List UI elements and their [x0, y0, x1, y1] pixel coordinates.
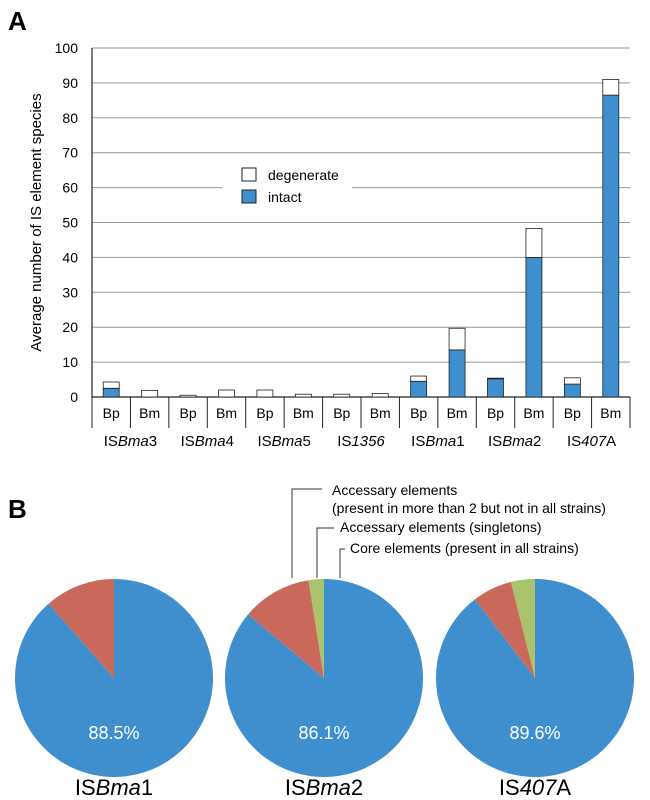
x-tick-label: Bm	[600, 405, 621, 421]
legend-swatch-intact	[241, 189, 257, 204]
x-group-label: ISBma2	[488, 433, 541, 450]
panel-a-label: A	[8, 6, 27, 36]
bar-intact	[410, 380, 428, 398]
pie-percent-label: 88.5%	[88, 723, 139, 743]
annotation-accessory-multi-line2: (present in more than 2 but not in all s…	[332, 500, 606, 516]
bar-degenerate	[218, 389, 235, 398]
leader-line-accessory-singletons	[316, 527, 334, 578]
pie-title: IS407A	[499, 775, 572, 800]
pie-percent-label: 89.6%	[509, 723, 560, 743]
pie-charts: 88.5% ISBma1 86.1% ISBma2 89.6% IS407A	[14, 579, 634, 800]
panel-b-label: B	[8, 494, 27, 524]
chart-legend: degenerate intact	[222, 167, 352, 221]
annotation-accessory-multi-line1: Accessary elements	[332, 482, 457, 498]
bar-degenerate	[410, 375, 428, 382]
x-tick-label: Bp	[410, 405, 427, 421]
x-tick-label: Bm	[139, 405, 160, 421]
bar-degenerate	[179, 394, 197, 398]
leader-line-accessory-multi	[291, 488, 322, 578]
annotation-accessory-singletons: Accessary elements (singletons)	[340, 519, 542, 535]
bar-intact	[448, 349, 466, 398]
legend-label-intact: intact	[268, 189, 302, 205]
bar-degenerate	[525, 228, 543, 258]
bar-intact	[525, 256, 543, 398]
y-tick-label: 30	[62, 284, 78, 300]
x-tick-label: Bp	[333, 405, 350, 421]
y-tick-label: 0	[70, 389, 78, 405]
bar-degenerate	[141, 389, 159, 398]
bar-degenerate	[333, 393, 351, 398]
pie-title: ISBma2	[285, 775, 363, 800]
x-tick-label: Bm	[523, 405, 544, 421]
x-tick-label: Bp	[487, 405, 504, 421]
pie-slice	[474, 581, 535, 678]
y-tick-label: 60	[62, 180, 78, 196]
annotation-core: Core elements (present in all strains)	[350, 540, 579, 556]
x-group-label: ISBma5	[257, 433, 310, 450]
pie-slice	[48, 579, 115, 678]
bar-degenerate	[102, 381, 120, 389]
pie-title: ISBma1	[75, 775, 153, 800]
pie-slice	[510, 579, 535, 678]
stacked-bar-chart: 0 10 20 30 40 50 60 70 80 90 100 Average number of …	[28, 40, 631, 450]
bar-degenerate	[256, 389, 274, 398]
legend-swatch-degenerate	[241, 167, 257, 182]
x-tick-label: Bp	[180, 405, 197, 421]
pie-slice	[224, 579, 423, 777]
y-tick-label: 80	[62, 110, 78, 126]
x-tick-label: Bm	[216, 405, 237, 421]
y-axis-label: Average number of IS element species	[28, 93, 45, 351]
bar-intact	[602, 94, 620, 398]
y-tick-label: 10	[62, 354, 78, 370]
bar-degenerate	[448, 327, 466, 351]
y-tick-label: 90	[62, 75, 78, 91]
pie-slice	[248, 580, 324, 678]
bar-intact	[487, 378, 504, 398]
bar-degenerate	[371, 393, 389, 398]
x-group-label: ISBma4	[181, 433, 234, 450]
x-tick-label: Bp	[564, 405, 581, 421]
bar-degenerate	[563, 377, 581, 385]
leader-line-core	[339, 548, 345, 578]
bar-intact	[563, 383, 581, 398]
pie-annotations: Accessary elements (present in more than…	[291, 482, 606, 578]
x-group-label: ISBma3	[104, 433, 157, 450]
y-tick-label: 40	[62, 249, 78, 265]
bar-degenerate	[602, 79, 620, 96]
y-tick-label: 70	[62, 145, 78, 161]
y-tick-label: 50	[62, 215, 78, 231]
bar-intact	[102, 387, 120, 398]
x-group-label: IS1356	[337, 433, 385, 450]
bar-degenerate	[294, 393, 312, 398]
x-tick-label: Bp	[256, 405, 273, 421]
y-tick-label: 20	[62, 319, 78, 335]
x-tick-label: Bm	[293, 405, 314, 421]
pie-slice	[308, 579, 324, 678]
pie-percent-label: 86.1%	[298, 723, 349, 743]
y-tick-label: 100	[55, 40, 79, 56]
pie-slice	[14, 579, 213, 777]
x-tick-label: Bm	[447, 405, 468, 421]
x-tick-label: Bm	[370, 405, 391, 421]
bar-degenerate	[487, 377, 504, 380]
x-group-label: ISBma1	[411, 433, 464, 450]
x-group-label: IS407A	[567, 433, 616, 450]
x-tick-label: Bp	[103, 405, 120, 421]
legend-label-degenerate: degenerate	[268, 167, 339, 183]
